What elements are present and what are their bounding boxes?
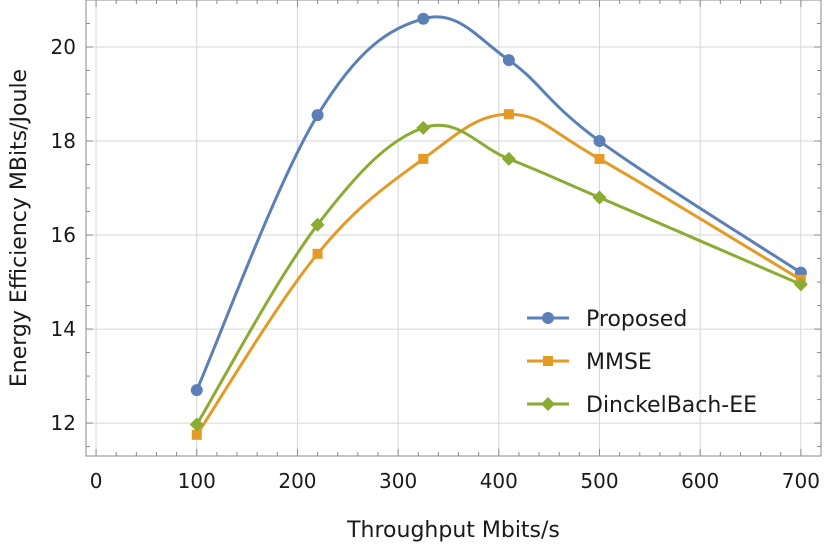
data-point-circle [190,384,203,397]
legend-marker [542,312,554,324]
plot-frame [85,0,822,457]
x-tick-label: 700 [782,469,820,493]
x-tick-label: 600 [681,469,719,493]
data-point-diamond [189,417,204,432]
data-point-square [312,248,323,259]
x-tick-label: 100 [178,469,216,493]
legend-marker [541,397,555,411]
tick-labels: 0 100 200 300 400 500 600 700 12 14 16 18 20 [51,35,820,493]
data-point-circle [311,109,324,122]
plot-border [85,0,822,457]
y-tick-label: 20 [51,35,76,59]
legend-label: MMSE [586,350,652,375]
x-tick-label: 0 [90,469,103,493]
legend-marker [543,356,553,366]
series-line [195,15,802,391]
data-point-circle [502,54,515,67]
series-lines [189,12,808,440]
legend-item: Proposed [527,307,687,332]
x-tick-label: 500 [580,469,618,493]
data-point-square [418,153,429,164]
series-proposed [190,12,807,397]
series-line [195,123,802,426]
x-tick-label: 400 [480,469,518,493]
y-tick-label: 16 [51,223,76,247]
legend-label: DinckelBach-EE [586,393,757,418]
data-point-square [594,153,605,164]
x-axis-title: Throughput Mbits/s [346,518,560,543]
y-tick-label: 18 [51,129,76,153]
legend-item: MMSE [527,350,652,375]
series-line [195,112,802,436]
data-point-diamond [793,277,808,292]
x-tick-label: 200 [278,469,316,493]
y-tick-label: 12 [51,411,76,435]
data-point-diamond [310,217,325,232]
data-point-diamond [592,190,607,205]
data-point-circle [417,12,430,25]
data-point-square [503,109,514,120]
series-dinckelbach-ee [189,120,808,432]
data-point-diamond [501,151,516,166]
legend-label: Proposed [586,307,687,332]
y-tick-label: 14 [51,317,76,341]
data-point-diamond [416,120,431,135]
data-point-square [191,429,202,440]
legend: Proposed MMSE DinckelBach-EE [527,307,757,418]
x-tick-label: 300 [379,469,417,493]
y-axis-title: Energy Efficiency MBits/Joule [7,69,32,387]
data-point-circle [593,135,606,148]
grid [86,0,821,456]
legend-item: DinckelBach-EE [527,393,757,418]
